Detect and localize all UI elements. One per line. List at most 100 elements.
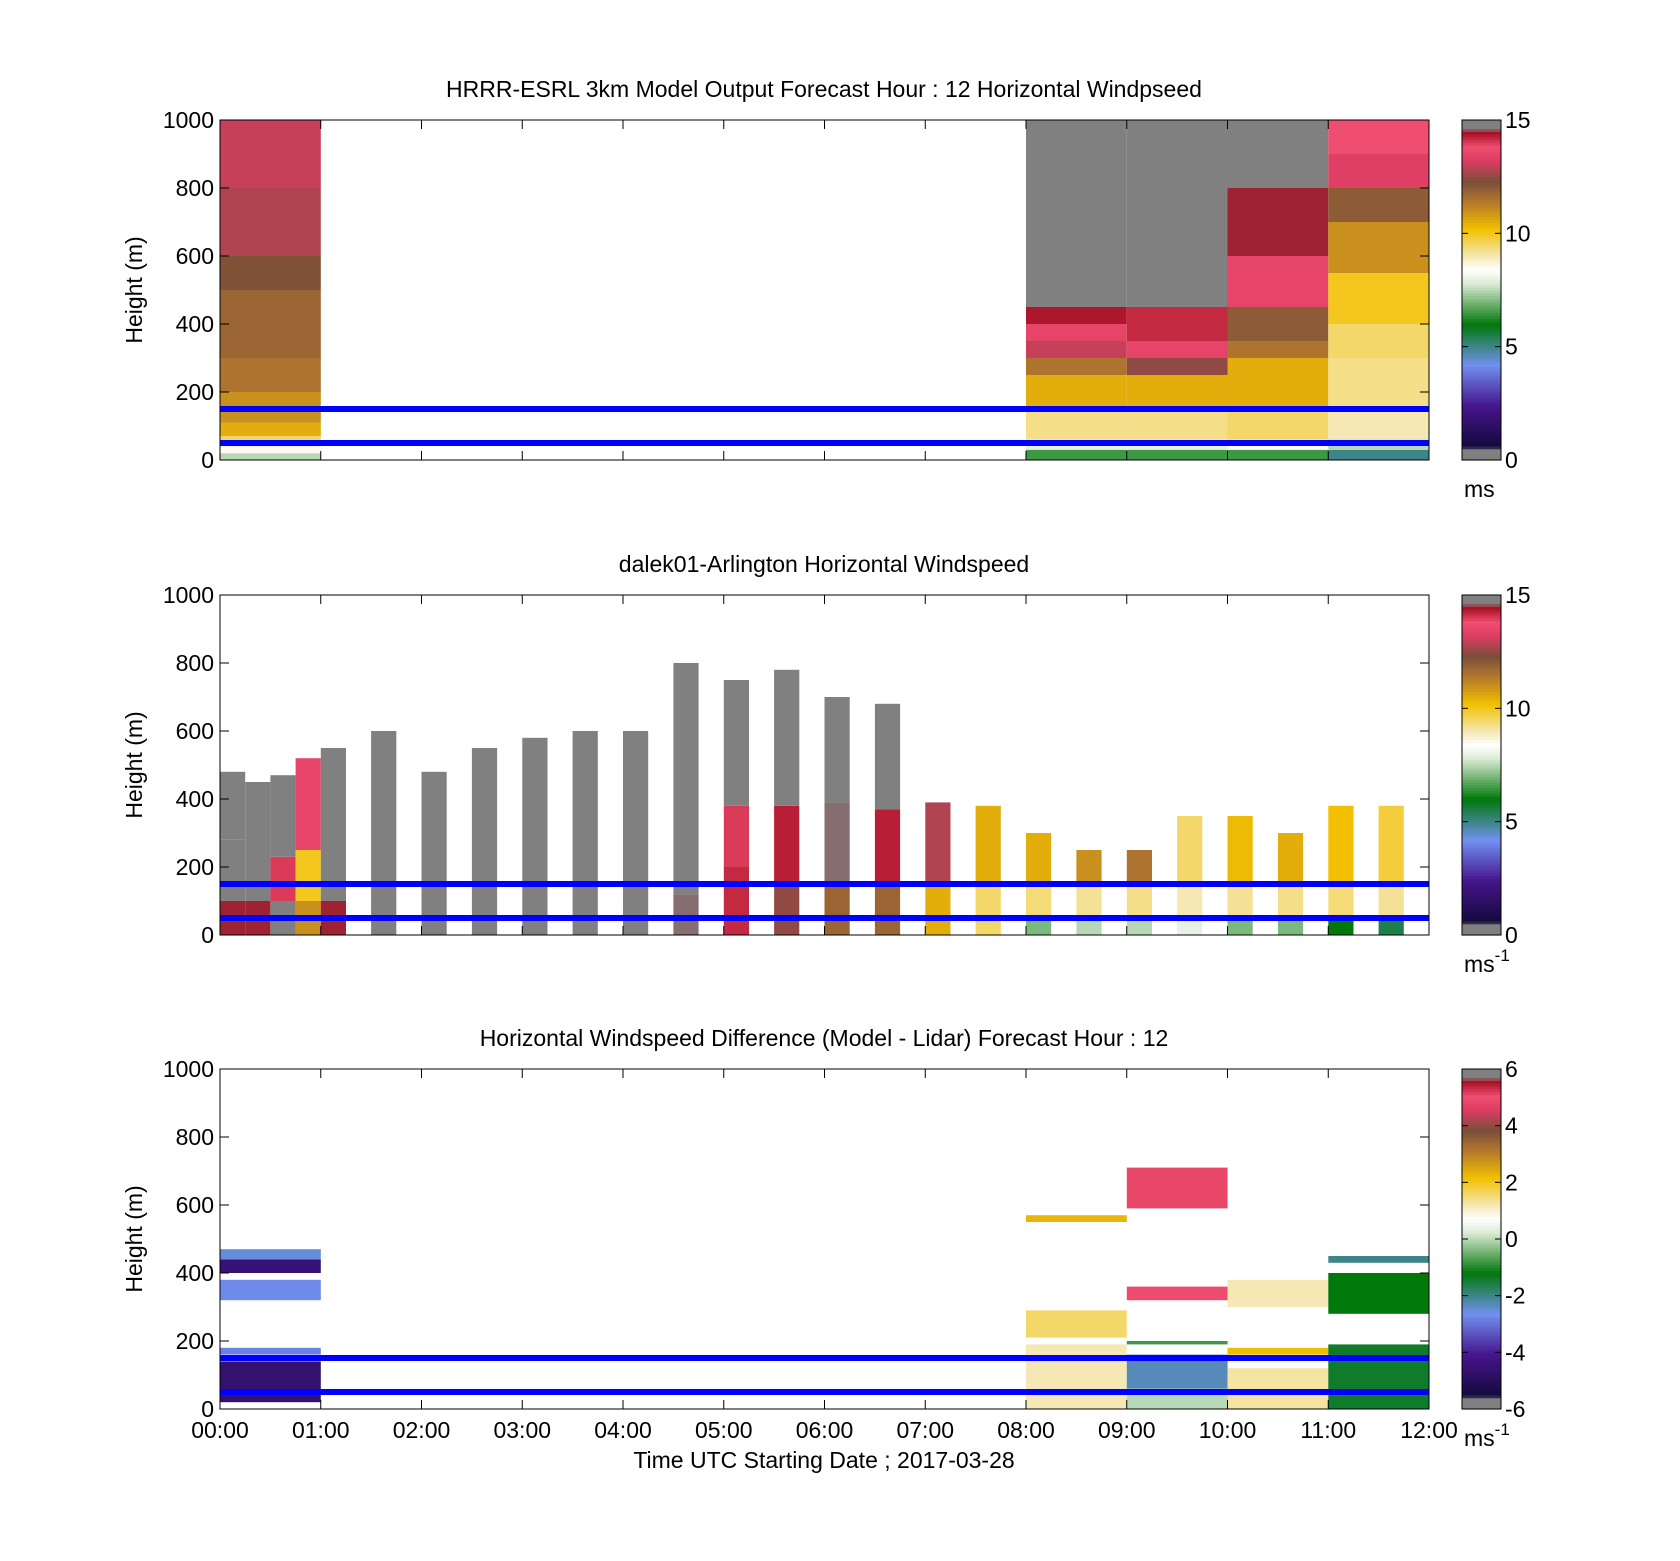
y-tick-label: 800 — [176, 1124, 214, 1150]
colorbar-segment — [1462, 651, 1501, 656]
panel-lidar-cell — [874, 703, 901, 810]
x-tick-label: 11:00 — [1300, 1417, 1356, 1443]
colorbar-segment — [1462, 1069, 1501, 1073]
colorbar-segment — [1462, 210, 1501, 215]
colorbar-segment — [1462, 278, 1501, 283]
colorbar-segment — [1462, 349, 1501, 353]
colorbar-segment — [1462, 199, 1501, 203]
colorbar-segment — [1462, 292, 1501, 297]
colorbar-segment — [1462, 1083, 1501, 1087]
colorbar-segment — [1462, 906, 1501, 911]
colorbar-segment — [1462, 861, 1501, 865]
colorbar-segment — [1462, 1117, 1501, 1121]
panel-difference-ylabel: Height (m) — [121, 1185, 147, 1292]
colorbar-segment — [1462, 244, 1501, 249]
panel-lidar-cell — [925, 802, 951, 884]
panel-difference-cell — [1026, 1310, 1127, 1338]
colorbar-segment — [1462, 309, 1501, 314]
colorbar-segment — [1462, 375, 1501, 379]
colorbar-segment — [1462, 437, 1501, 441]
colorbar-segment — [1462, 188, 1501, 192]
panel-model-output-cell — [1227, 307, 1329, 341]
colorbar-segment — [1462, 341, 1501, 345]
colorbar-segment — [1462, 674, 1501, 678]
panel-model-output-cell — [1126, 256, 1228, 307]
colorbar-segment — [1462, 1097, 1501, 1101]
colorbar-segment — [1462, 1366, 1501, 1370]
colorbar-segment — [1462, 1261, 1501, 1266]
colorbar-segment — [1462, 443, 1501, 447]
colorbar-segment — [1462, 304, 1501, 308]
colorbar-segment — [1462, 253, 1501, 257]
colorbar-segment — [1462, 1165, 1501, 1169]
panel-lidar-cell — [874, 809, 901, 884]
colorbar-segment — [1462, 1284, 1501, 1288]
panel-lidar-ylabel: Height (m) — [121, 711, 147, 818]
colorbar-segment — [1462, 852, 1501, 857]
panel-lidar-cell — [824, 884, 850, 935]
y-tick-label: 800 — [176, 175, 214, 201]
colorbar-segment — [1462, 1088, 1501, 1093]
colorbar-segment — [1462, 1244, 1501, 1249]
colorbar-segment — [1462, 694, 1501, 698]
colorbar-segment — [1462, 219, 1501, 223]
panel-model-output-cell — [1126, 154, 1228, 256]
colorbar-segment — [1462, 1128, 1501, 1132]
colorbar-segment — [1462, 787, 1501, 792]
colorbar-segment — [1462, 1179, 1501, 1183]
panel-model-output-cell — [220, 290, 321, 358]
colorbar-segment — [1462, 867, 1501, 871]
panel-lidar-cell — [1328, 884, 1354, 918]
panel-model-output-cell — [1026, 341, 1127, 358]
colorbar-segment — [1462, 326, 1501, 331]
colorbar-segment — [1462, 801, 1501, 806]
panel-model-output-cell — [220, 256, 321, 290]
colorbar-segment — [1462, 1321, 1501, 1325]
panel-model-output-cell — [1026, 409, 1127, 440]
colorbar-segment — [1462, 411, 1501, 416]
colorbar-segment — [1462, 1406, 1501, 1410]
colorbar-segment — [1462, 369, 1501, 373]
colorbar-segment — [1462, 1298, 1501, 1302]
colorbar-segment — [1462, 1403, 1501, 1407]
colorbar-tick-label: 6 — [1505, 1056, 1518, 1082]
colorbar-segment — [1462, 810, 1501, 814]
panel-difference-cell — [1126, 1167, 1228, 1209]
panel-lidar-cell — [220, 771, 246, 840]
colorbar-segment — [1462, 1137, 1501, 1141]
panel-lidar-cell — [245, 782, 271, 850]
colorbar-segment — [1462, 409, 1501, 413]
colorbar-segment — [1462, 736, 1501, 741]
colorbar-segment — [1462, 154, 1501, 158]
panel-model-output-cell — [1328, 154, 1429, 188]
panel-lidar-cell — [673, 894, 699, 935]
panel-lidar-cell — [1227, 884, 1253, 918]
colorbar-segment — [1462, 725, 1501, 729]
colorbar-segment — [1462, 1275, 1501, 1280]
colorbar-segment — [1462, 307, 1501, 311]
panel-model-output-yticks: 0 200 400 600 800 1000 — [163, 107, 1429, 473]
colorbar-segment — [1462, 1176, 1501, 1181]
colorbar-segment — [1462, 603, 1501, 607]
colorbar-segment — [1462, 1094, 1501, 1098]
colorbar-segment — [1462, 1400, 1501, 1404]
panel-lidar-cell — [1378, 805, 1404, 884]
colorbar-tick-label: 5 — [1505, 809, 1518, 835]
colorbar-segment — [1462, 680, 1501, 684]
colorbar-segment — [1462, 1267, 1501, 1271]
colorbar-segment — [1462, 631, 1501, 636]
y-tick-label: 1000 — [163, 1056, 214, 1082]
colorbar-segment — [1462, 620, 1501, 624]
colorbar-segment — [1462, 202, 1501, 206]
colorbar-segment — [1462, 137, 1501, 141]
colorbar-segment — [1462, 1295, 1501, 1300]
colorbar-segment — [1462, 733, 1501, 738]
colorbar-segment — [1462, 1196, 1501, 1200]
panel-lidar-cell — [522, 737, 548, 901]
colorbar-segment — [1462, 222, 1501, 226]
colorbar-segment — [1462, 1077, 1501, 1081]
colorbar-segment — [1462, 261, 1501, 266]
colorbar-segment — [1462, 830, 1501, 834]
colorbar-segment — [1462, 1145, 1501, 1149]
